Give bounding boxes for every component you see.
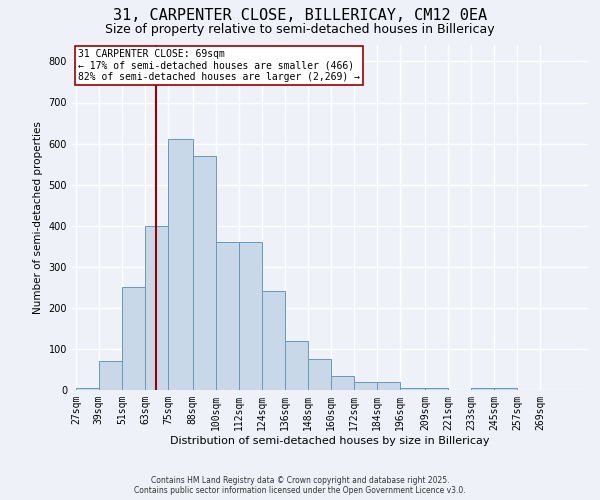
Bar [122, 288, 145, 390]
Bar [494, 388, 517, 390]
Bar [239, 242, 262, 390]
Bar [262, 292, 285, 390]
X-axis label: Distribution of semi-detached houses by size in Billericay: Distribution of semi-detached houses by … [170, 436, 490, 446]
Bar [76, 388, 99, 390]
Bar [331, 376, 354, 390]
Bar [400, 388, 425, 390]
Bar [216, 242, 239, 390]
Bar [168, 140, 193, 390]
Text: Size of property relative to semi-detached houses in Billericay: Size of property relative to semi-detach… [105, 22, 495, 36]
Bar [377, 382, 400, 390]
Bar [471, 388, 494, 390]
Y-axis label: Number of semi-detached properties: Number of semi-detached properties [33, 121, 43, 314]
Bar [99, 361, 122, 390]
Bar [354, 382, 377, 390]
Text: 31, CARPENTER CLOSE, BILLERICAY, CM12 0EA: 31, CARPENTER CLOSE, BILLERICAY, CM12 0E… [113, 8, 487, 22]
Text: 31 CARPENTER CLOSE: 69sqm
← 17% of semi-detached houses are smaller (466)
82% of: 31 CARPENTER CLOSE: 69sqm ← 17% of semi-… [78, 49, 360, 82]
Bar [285, 340, 308, 390]
Bar [145, 226, 168, 390]
Text: Contains HM Land Registry data © Crown copyright and database right 2025.
Contai: Contains HM Land Registry data © Crown c… [134, 476, 466, 495]
Bar [193, 156, 216, 390]
Bar [308, 359, 331, 390]
Bar [425, 388, 448, 390]
